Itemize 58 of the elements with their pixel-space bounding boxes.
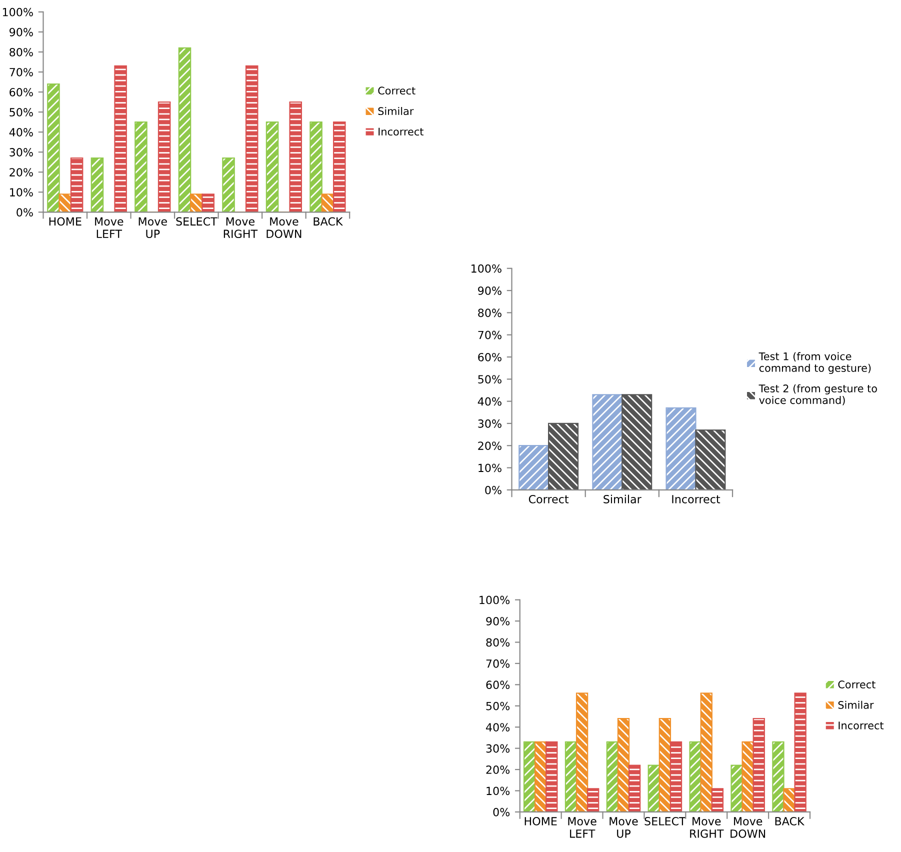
y-tick-label: 0% — [485, 486, 502, 494]
y-tick-label: 50% — [10, 108, 33, 116]
x-tick-label: Incorrect — [672, 495, 720, 504]
legend-label: Similar — [378, 107, 414, 116]
y-tick-label: 90% — [478, 286, 502, 295]
y-tick-label: 30% — [486, 744, 510, 753]
y-tick-label: 80% — [10, 48, 33, 56]
y-tick-label: 100% — [480, 596, 510, 604]
y-tick-label: 70% — [10, 68, 33, 76]
legend-label: Similar — [838, 700, 874, 709]
x-tick-label: Move RIGHT — [224, 217, 258, 238]
legend-label: Correct — [838, 680, 876, 688]
y-tick-label: 10% — [10, 188, 33, 197]
x-tick-label: Similar — [604, 494, 642, 504]
y-tick-label: 60% — [10, 88, 33, 96]
x-tick-label: Move LEFT — [95, 217, 124, 238]
y-tick-label: 60% — [486, 680, 510, 690]
x-tick-label: HOME — [49, 217, 82, 226]
y-tick-label: 100% — [472, 264, 502, 273]
legend-label: Incorrect — [378, 128, 424, 136]
y-tick-label: 50% — [478, 375, 502, 384]
y-tick-label: 20% — [486, 766, 510, 774]
legend-label: Test 2 (from gesture to voice command) — [758, 384, 877, 406]
y-tick-label: 80% — [478, 308, 502, 318]
y-tick-label: 90% — [486, 617, 510, 626]
y-tick-label: 100% — [2, 8, 33, 16]
y-tick-label: 40% — [486, 723, 510, 732]
y-tick-label: 40% — [9, 128, 33, 136]
legend-label: Correct — [378, 86, 416, 95]
y-tick-label: 30% — [10, 148, 33, 156]
legend-label: Test 1 (from voice command to gesture) — [758, 352, 871, 374]
y-tick-label: 10% — [486, 786, 510, 796]
x-tick-label: Move UP — [610, 817, 638, 838]
y-tick-label: 30% — [478, 419, 502, 428]
y-tick-label: 20% — [10, 168, 33, 176]
x-tick-label: SELECT — [176, 217, 218, 226]
y-tick-label: 90% — [10, 28, 33, 36]
y-tick-label: 40% — [478, 397, 502, 406]
legend-label: Incorrect — [838, 722, 884, 730]
x-tick-label: BACK — [314, 217, 343, 226]
y-tick-label: 70% — [478, 330, 502, 340]
x-tick-label: Move DOWN — [266, 217, 302, 238]
x-tick-label: Move DOWN — [730, 817, 766, 838]
x-tick-label: BACK — [775, 817, 805, 826]
y-tick-label: 10% — [478, 464, 502, 472]
x-tick-label: Move LEFT — [568, 817, 596, 838]
y-tick-label: 60% — [478, 352, 502, 362]
y-tick-label: 0% — [16, 208, 33, 217]
x-tick-label: SELECT — [644, 817, 686, 826]
y-tick-label: 70% — [486, 659, 510, 668]
y-tick-label: 20% — [478, 442, 502, 450]
x-tick-label: Correct — [528, 494, 569, 504]
y-tick-label: 80% — [486, 638, 510, 647]
y-tick-label: 50% — [486, 702, 510, 710]
y-tick-label: 0% — [493, 808, 510, 816]
x-tick-label: Move RIGHT — [690, 817, 724, 838]
x-tick-label: Move UP — [138, 217, 167, 238]
x-tick-label: HOME — [524, 817, 557, 826]
